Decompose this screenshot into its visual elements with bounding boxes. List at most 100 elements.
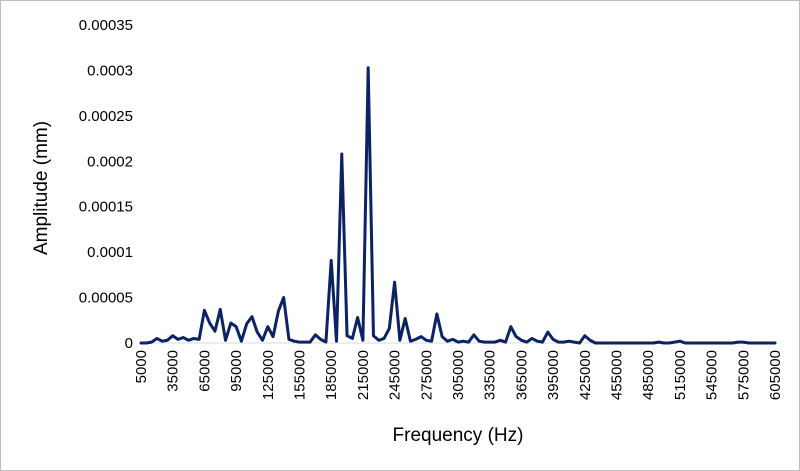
data-point [509, 325, 512, 328]
x-tick-label: 215000 [355, 350, 372, 400]
data-point [420, 335, 423, 338]
data-point [208, 322, 211, 325]
data-point [383, 337, 386, 340]
x-tick-label: 35000 [165, 350, 182, 392]
data-point [599, 342, 602, 345]
x-tick-label: 185000 [323, 350, 340, 400]
data-point [140, 342, 143, 345]
data-point [266, 325, 269, 328]
x-tick-label: 575000 [735, 350, 752, 400]
data-point [298, 341, 301, 344]
y-tick-label: 0.00015 [79, 199, 133, 216]
data-point [620, 342, 623, 345]
data-point [219, 308, 222, 311]
data-point [293, 340, 296, 343]
data-point [198, 338, 201, 341]
data-point [763, 342, 766, 345]
data-point [578, 342, 581, 345]
data-point [404, 317, 407, 320]
data-point [361, 339, 364, 342]
y-tick-label: 0.00025 [79, 108, 133, 125]
x-tick-label: 515000 [672, 350, 689, 400]
data-point [377, 339, 380, 342]
data-point [256, 331, 259, 334]
y-tick-label: 0.0002 [87, 153, 133, 170]
data-point [747, 342, 750, 345]
data-point [161, 340, 164, 343]
data-point [277, 310, 280, 313]
data-point [340, 153, 343, 156]
data-point [150, 341, 153, 344]
data-point [282, 296, 285, 299]
data-point [594, 342, 597, 345]
data-point [678, 340, 681, 343]
data-point [604, 342, 607, 345]
data-point [213, 330, 216, 333]
y-tick-label: 0.00035 [79, 17, 133, 34]
data-point [768, 342, 771, 345]
x-tick-label: 605000 [767, 350, 784, 400]
data-point [409, 340, 412, 343]
data-point [367, 66, 370, 69]
data-point [657, 341, 660, 344]
data-point [752, 342, 755, 345]
y-tick-label: 0 [125, 335, 133, 352]
data-point [398, 339, 401, 342]
x-tick-label: 545000 [704, 350, 721, 400]
data-point [435, 312, 438, 315]
data-point [567, 340, 570, 343]
x-tick-label: 5000 [133, 350, 150, 383]
x-tick-label: 425000 [577, 350, 594, 400]
data-point [700, 342, 703, 345]
x-tick-label: 365000 [513, 350, 530, 400]
data-point [573, 341, 576, 344]
data-point [356, 316, 359, 319]
data-point [493, 341, 496, 344]
data-point [261, 339, 264, 342]
x-tick-label: 455000 [609, 350, 626, 400]
data-point [520, 339, 523, 342]
data-point [663, 342, 666, 345]
y-tick-label: 0.0003 [87, 62, 133, 79]
data-point [684, 342, 687, 345]
data-point [774, 342, 777, 345]
data-point [610, 342, 613, 345]
data-point [483, 341, 486, 344]
data-point [187, 339, 190, 342]
data-point [462, 340, 465, 343]
data-point [546, 331, 549, 334]
data-point [673, 341, 676, 344]
data-point [589, 339, 592, 342]
x-tick-label: 65000 [196, 350, 213, 392]
data-point [145, 342, 148, 345]
data-point [536, 340, 539, 343]
data-point [446, 340, 449, 343]
data-point [430, 340, 433, 343]
data-point [229, 322, 232, 325]
data-point [250, 315, 253, 318]
data-point [715, 342, 718, 345]
series-line [139, 66, 777, 345]
data-point [515, 335, 518, 338]
data-point [351, 337, 354, 340]
data-point [287, 338, 290, 341]
data-point [346, 334, 349, 337]
data-point [192, 337, 195, 340]
data-point [499, 339, 502, 342]
data-point [166, 339, 169, 342]
data-point [615, 342, 618, 345]
x-tick-label: 125000 [260, 350, 277, 400]
y-axis-ticks: 0 0.00005 0.0001 0.00015 0.0002 0.00025 0.0003… [79, 17, 133, 352]
data-point [372, 334, 375, 337]
data-point [689, 342, 692, 345]
data-point [182, 336, 185, 339]
data-point [330, 259, 333, 262]
data-point [652, 342, 655, 345]
data-point [324, 341, 327, 344]
data-point [721, 342, 724, 345]
data-point [504, 341, 507, 344]
data-point [631, 342, 634, 345]
data-point [541, 341, 544, 344]
x-tick-label: 155000 [292, 350, 309, 400]
